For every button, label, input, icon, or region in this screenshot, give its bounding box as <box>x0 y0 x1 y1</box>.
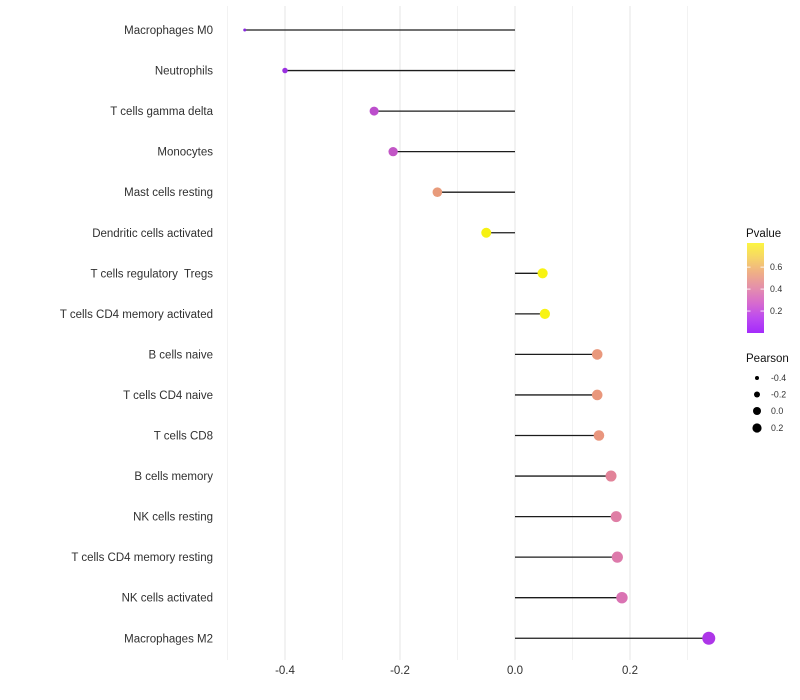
pearson-legend-dot <box>754 391 760 398</box>
y-axis-label: NK cells resting <box>133 512 213 524</box>
lollipop-stems <box>244 29 709 639</box>
y-axis-label: T cells CD4 memory activated <box>60 309 213 321</box>
pvalue-tick-label: 0.2 <box>770 306 782 316</box>
x-axis-tick-label: 0.0 <box>507 665 523 677</box>
x-axis-tick-label: -0.4 <box>275 665 295 677</box>
pvalue-color-legend: Pvalue 0.6 0.4 0.2 <box>746 228 782 333</box>
lollipop-dot <box>616 592 628 604</box>
y-axis-label: Macrophages M2 <box>124 633 213 645</box>
lollipop-dot <box>591 389 603 401</box>
lollipop-dot <box>432 187 443 197</box>
lollipop-dot <box>591 349 603 360</box>
lollipop-dot <box>702 631 716 645</box>
lollipop-dot <box>610 511 622 523</box>
pearson-legend-label: -0.4 <box>771 373 786 383</box>
lollipop-dots <box>243 28 716 645</box>
x-axis-labels: -0.4 -0.2 0.0 0.2 <box>275 665 638 677</box>
y-axis-label: T cells CD4 naive <box>123 390 213 402</box>
pvalue-gradient-bar <box>747 243 764 333</box>
lollipop-dot <box>611 551 623 563</box>
y-axis-label: Mast cells resting <box>124 187 213 199</box>
x-axis-tick-label: 0.2 <box>622 665 638 677</box>
y-axis-label: Neutrophils <box>155 66 213 78</box>
pvalue-tick-label: 0.4 <box>770 284 782 294</box>
pvalue-tick-label: 0.6 <box>770 262 782 272</box>
lollipop-dot <box>539 308 551 319</box>
pearson-legend-label: 0.2 <box>771 423 783 433</box>
pearson-legend-dot <box>752 423 762 433</box>
lollipop-dot <box>605 470 617 482</box>
lollipop-dot <box>593 430 605 441</box>
y-axis-labels: Macrophages M0 Neutrophils T cells gamma d… <box>60 25 214 645</box>
y-axis-label: T cells regulatory Tregs <box>90 268 213 280</box>
pearson-legend-label: 0.0 <box>771 406 783 416</box>
pvalue-legend-title: Pvalue <box>746 228 781 240</box>
y-axis-label: Macrophages M0 <box>124 25 213 37</box>
y-axis-label: Dendritic cells activated <box>92 228 213 240</box>
pearson-legend-title: Pearson <box>746 353 789 365</box>
gridlines <box>227 6 688 660</box>
pvalue-legend-ticks: 0.6 0.4 0.2 <box>747 262 782 316</box>
lollipop-dot <box>369 106 379 116</box>
y-axis-label: T cells gamma delta <box>110 106 213 118</box>
y-axis-label: T cells CD4 memory resting <box>71 552 213 564</box>
y-axis-label: T cells CD8 <box>154 431 213 443</box>
lollipop-dot <box>243 28 247 32</box>
pearson-legend-label: -0.2 <box>771 390 786 400</box>
pearson-size-legend: Pearson -0.4 -0.2 0.0 0.2 <box>746 353 789 433</box>
pearson-legend-items: -0.4 -0.2 0.0 0.2 <box>752 373 786 433</box>
lollipop-dot <box>282 67 288 74</box>
y-axis-label: Monocytes <box>157 147 213 159</box>
pearson-legend-dot <box>755 376 759 380</box>
y-axis-label: NK cells activated <box>122 593 213 605</box>
x-axis-tick-label: -0.2 <box>390 665 410 677</box>
pearson-legend-dot <box>753 407 761 415</box>
lollipop-dot <box>537 268 548 279</box>
lollipop-dot <box>481 227 492 238</box>
y-axis-label: B cells naive <box>148 349 213 361</box>
lollipop-dot <box>388 147 398 157</box>
y-axis-label: B cells memory <box>134 471 213 483</box>
